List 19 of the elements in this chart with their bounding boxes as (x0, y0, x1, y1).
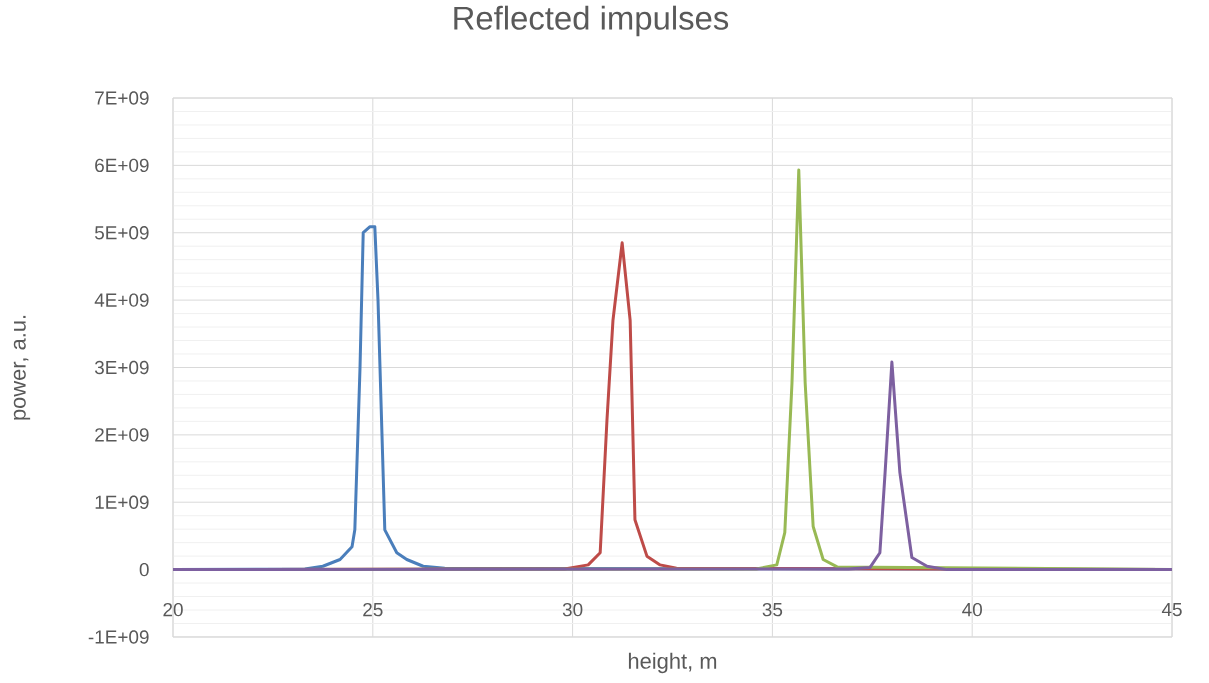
line-series (171, 360, 1174, 572)
x-tick-label: 30 (562, 602, 583, 617)
y-tick-label: 0 (139, 562, 149, 577)
y-tick-label: -1E+09 (88, 630, 149, 644)
x-tick-label: 40 (962, 602, 982, 617)
y-tick-label: 1E+09 (95, 495, 149, 509)
x-tick-label: 35 (762, 602, 783, 617)
x-tick-label: 25 (363, 602, 383, 617)
chart-title: Reflected impulses (454, 5, 729, 37)
y-tick-label: 5E+09 (94, 226, 149, 240)
y-tick-label: 4E+09 (94, 293, 149, 307)
y-tick-label: 3E+09 (94, 360, 149, 375)
y-tick-label: 2E+09 (95, 428, 149, 442)
y-tick-label: 6E+09 (95, 158, 149, 173)
x-axis-title: height, m (628, 652, 717, 674)
y-axis-title: power, a.u. (13, 315, 31, 420)
x-tick-label: 20 (163, 602, 183, 617)
y-tick-label: 7E+09 (95, 91, 149, 105)
x-tick-label: 45 (1161, 603, 1182, 617)
